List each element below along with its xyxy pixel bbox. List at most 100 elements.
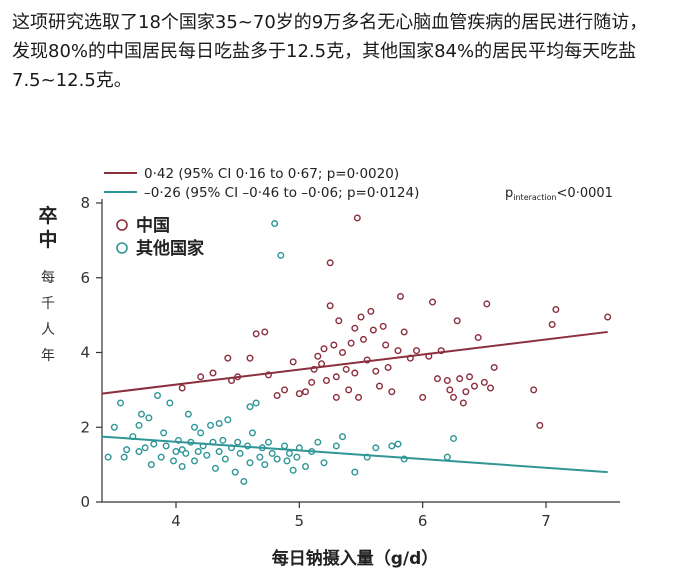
point-s1-43 <box>246 459 254 467</box>
point-s1-2 <box>116 399 124 407</box>
p-interaction-label: pinteraction<0·0001 <box>505 186 613 202</box>
point-s1-0 <box>104 453 112 461</box>
point-s1-52 <box>273 455 281 463</box>
point-s1-45 <box>252 399 260 407</box>
paragraph-line-3: 7.5~12.5克。 <box>12 70 132 91</box>
x-axis-title: 每日钠摄入量（g/d） <box>272 548 439 569</box>
point-s0-45 <box>396 292 404 300</box>
paragraph-line-2: 发现80%的中国居民每日吃盐多于12.5克，其他国家84%的居民平均每天吃盐 <box>12 41 637 62</box>
point-s1-56 <box>285 449 293 457</box>
point-s0-54 <box>443 377 451 385</box>
y-axis-sub-0: 每 <box>41 270 55 286</box>
point-s0-29 <box>347 339 355 347</box>
point-s1-1 <box>110 423 118 431</box>
article-paragraph: 这项研究选取了18个国家35~70岁的9万多名无心脑血管疾病的居民进行随访， 发… <box>12 8 664 95</box>
point-s1-15 <box>162 442 170 450</box>
point-s1-14 <box>160 429 168 437</box>
point-s0-70 <box>548 320 556 328</box>
point-s1-18 <box>172 448 180 456</box>
plot-area: 0 2 4 6 8 4 5 6 7 <box>80 194 620 530</box>
point-s0-43 <box>388 388 396 396</box>
point-s1-3 <box>120 453 128 461</box>
point-s1-6 <box>135 448 143 456</box>
point-s1-25 <box>190 457 198 465</box>
point-s1-17 <box>170 457 178 465</box>
point-s1-8 <box>141 444 149 452</box>
point-s1-11 <box>150 440 158 448</box>
point-s1-4 <box>123 446 131 454</box>
point-s1-49 <box>265 438 273 446</box>
y-tick-label-4: 4 <box>80 344 90 362</box>
x-tick-label-4: 4 <box>171 512 181 530</box>
point-s0-56 <box>450 393 458 401</box>
point-s0-74 <box>295 390 303 398</box>
point-s0-40 <box>379 322 387 330</box>
y-tick-label-8: 8 <box>80 194 90 212</box>
point-s1-69 <box>388 442 396 450</box>
point-s1-44 <box>248 429 256 437</box>
point-s1-22 <box>182 449 190 457</box>
point-s0-41 <box>382 341 390 349</box>
point-s1-76 <box>215 420 223 428</box>
point-s0-51 <box>429 298 437 306</box>
point-s0-23 <box>332 373 340 381</box>
point-s1-12 <box>153 391 161 399</box>
point-s1-68 <box>372 444 380 452</box>
point-s1-21 <box>178 462 186 470</box>
point-s1-34 <box>219 436 227 444</box>
point-s1-7 <box>137 410 145 418</box>
point-s1-26 <box>194 448 202 456</box>
fit-line-0 <box>101 330 608 395</box>
point-s1-58 <box>293 453 301 461</box>
y-axis-sub-1: 千 <box>41 296 55 312</box>
point-s0-55 <box>446 386 454 394</box>
point-s1-36 <box>224 416 232 424</box>
point-s0-14 <box>308 378 316 386</box>
point-s0-65 <box>483 300 491 308</box>
point-s0-30 <box>351 324 359 332</box>
point-s0-63 <box>474 334 482 342</box>
fit-line-1 <box>101 435 608 474</box>
point-s1-33 <box>215 448 223 456</box>
point-s0-22 <box>330 341 338 349</box>
point-s1-10 <box>147 461 155 469</box>
legend-marker-china <box>116 219 128 231</box>
legend-series-other: 其他国家 <box>136 238 204 259</box>
point-s0-3 <box>224 354 232 362</box>
y-tick-label-0: 0 <box>80 493 90 511</box>
point-s1-73 <box>450 434 458 442</box>
point-s0-27 <box>342 365 350 373</box>
point-s0-33 <box>357 313 365 321</box>
legend-marker-other <box>116 242 128 254</box>
point-s1-16 <box>166 399 174 407</box>
point-s1-9 <box>145 414 153 422</box>
point-s0-31 <box>351 369 359 377</box>
point-s0-58 <box>456 375 464 383</box>
paragraph-line-1: 这项研究选取了18个国家35~70岁的9万多名无心脑血管疾病的居民进行随访， <box>12 12 648 33</box>
legend-fit-label-other: –0·26 (95% CI –0·46 to –0·06; p=0·0124) <box>144 185 419 201</box>
point-s1-57 <box>289 466 297 474</box>
x-tick-label-6: 6 <box>418 512 428 530</box>
point-s1-60 <box>302 462 310 470</box>
point-s0-42 <box>384 363 392 371</box>
point-s1-72 <box>443 453 451 461</box>
p-interaction-value: <0·0001 <box>557 186 613 201</box>
point-s1-48 <box>261 461 269 469</box>
x-tick-label-5: 5 <box>295 512 305 530</box>
point-s0-67 <box>490 363 498 371</box>
y-axis-title-line1: 卒 <box>38 204 57 227</box>
point-s0-46 <box>400 328 408 336</box>
point-s1-13 <box>157 453 165 461</box>
point-s0-69 <box>536 421 544 429</box>
point-s1-50 <box>268 449 276 457</box>
point-s0-37 <box>369 326 377 334</box>
y-axis-sub-2: 人 <box>41 322 55 338</box>
y-axis-title-line2: 中 <box>38 228 57 251</box>
point-s0-2 <box>209 369 217 377</box>
point-s1-77 <box>246 403 254 411</box>
point-s0-13 <box>302 388 310 396</box>
point-s1-41 <box>240 477 248 485</box>
point-s0-11 <box>281 386 289 394</box>
point-s1-38 <box>231 468 239 476</box>
legend-fit-label-china: 0·42 (95% CI 0·16 to 0·67; p=0·0020) <box>144 166 399 182</box>
